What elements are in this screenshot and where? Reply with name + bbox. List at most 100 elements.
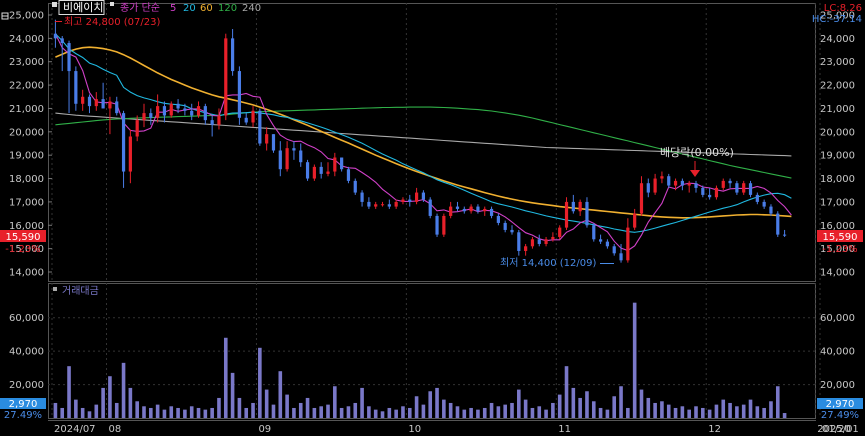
candle-body	[367, 201, 371, 207]
candle-body	[673, 180, 678, 186]
candle-body	[762, 201, 766, 207]
volume-bar	[687, 409, 691, 418]
price-tick-label-left: 22,000	[9, 81, 44, 92]
candle-body	[380, 204, 385, 206]
lc-label: LC:8.26	[824, 3, 862, 14]
candle-body	[149, 113, 153, 118]
candle-body	[142, 113, 146, 121]
candle-body	[476, 206, 480, 212]
volume-title: 거래대금	[62, 285, 99, 297]
volume-bar	[639, 389, 644, 418]
hc-label: HC:-37.14	[812, 14, 862, 25]
volume-bar	[339, 407, 344, 418]
volume-tick-label-left: 40,000	[9, 347, 44, 358]
ma-settings-icon[interactable]	[110, 2, 114, 6]
low-annotation: 최저 14,400 (12/09)	[500, 257, 614, 269]
low-label: 최저 14,400 (12/09)	[500, 257, 596, 269]
ma60-label[interactable]: 60	[200, 3, 213, 14]
volume-current-left-value: 2,970	[9, 399, 38, 410]
candle-body	[271, 134, 276, 151]
volume-current-right: 2,970 27.49%	[817, 398, 863, 421]
price-current-right-value: 15,590	[823, 232, 858, 243]
ma-title: 종가 단순	[120, 2, 160, 14]
volume-bar	[258, 347, 262, 418]
price-current-left: 15,590 -1.23%	[0, 230, 46, 255]
candle-body	[626, 227, 630, 261]
volume-bar	[598, 407, 603, 418]
volume-settings-icon[interactable]	[53, 287, 57, 291]
candle-body	[742, 183, 746, 193]
ma240-label[interactable]: 240	[242, 3, 261, 14]
volume-bar	[305, 397, 310, 418]
volume-bar	[537, 406, 542, 418]
ma120-line	[55, 106, 792, 179]
price-current-left-box	[0, 230, 46, 242]
volume-bar	[632, 302, 637, 418]
volume-current-left-pct: 27.49%	[4, 410, 42, 421]
volume-bar	[666, 404, 671, 418]
volume-tick-label-right: 20,000	[820, 380, 855, 391]
candle-body	[53, 33, 58, 39]
volume-bar	[762, 407, 766, 418]
x-tick-label: 11	[558, 424, 571, 435]
price-tick-label-right: 21,000	[820, 104, 855, 115]
volume-bar	[591, 401, 596, 418]
candle-body	[571, 201, 575, 212]
candle-body	[292, 148, 296, 151]
price-panel-frame	[48, 3, 816, 282]
price-current-left-pct: -1.23%	[5, 244, 40, 255]
volume-bar	[523, 399, 528, 418]
candle-body	[251, 110, 255, 123]
volume-bar	[701, 407, 705, 418]
candle-body	[646, 183, 650, 193]
ma120-label[interactable]: 120	[218, 3, 237, 14]
candle-body	[101, 99, 105, 109]
price-tick-label-left: 24,000	[9, 34, 44, 45]
volume-bar	[660, 401, 664, 418]
volume-bar	[551, 402, 555, 418]
volume-bar	[414, 396, 419, 418]
volume-series	[53, 302, 787, 418]
candle-body	[489, 208, 494, 216]
candle-body	[612, 246, 616, 254]
volume-bar	[203, 409, 208, 418]
volume-bar	[769, 401, 773, 418]
volume-bar	[367, 406, 371, 418]
stock-name-box[interactable]	[58, 0, 105, 15]
volume-bar	[346, 406, 351, 418]
price-tick-label-left: 25,000	[9, 11, 44, 22]
volume-bar	[782, 413, 787, 418]
candle-body	[360, 192, 364, 202]
candle-body	[319, 166, 323, 174]
volume-bar	[237, 397, 242, 418]
price-axis: 14,000 14,000 15,000 15,000 16,000 16,000 17,0…	[9, 11, 855, 279]
candle-body	[421, 192, 426, 200]
settings-square-icon[interactable]	[52, 2, 57, 7]
volume-bar	[544, 409, 548, 418]
ma20-label[interactable]: 20	[183, 3, 196, 14]
volume-bar	[278, 371, 283, 418]
candle-body	[244, 117, 248, 123]
candle-body	[585, 201, 589, 226]
candle-body	[162, 106, 167, 116]
volume-axis: 20,000 20,000 40,000 40,000 60,000 60,000	[9, 313, 855, 391]
ma5-label[interactable]: 5	[170, 3, 176, 14]
candle-body	[667, 176, 671, 186]
volume-current-right-box	[817, 398, 863, 409]
volume-bar	[469, 407, 473, 418]
candle-body	[108, 101, 112, 109]
volume-bar	[189, 406, 194, 418]
volume-bar	[217, 397, 221, 418]
volume-bar	[428, 391, 433, 418]
candle-body	[333, 157, 337, 172]
price-tick-label-left: 20,000	[9, 127, 44, 138]
volume-bar	[271, 404, 276, 418]
price-tick-label-right: 14,000	[820, 268, 855, 279]
candle-body	[435, 215, 439, 235]
volume-tick-label-right: 40,000	[820, 347, 855, 358]
candle-body	[496, 215, 500, 223]
candle-body	[203, 106, 207, 121]
volume-current-left-box	[0, 398, 46, 409]
candle-body	[353, 180, 357, 193]
